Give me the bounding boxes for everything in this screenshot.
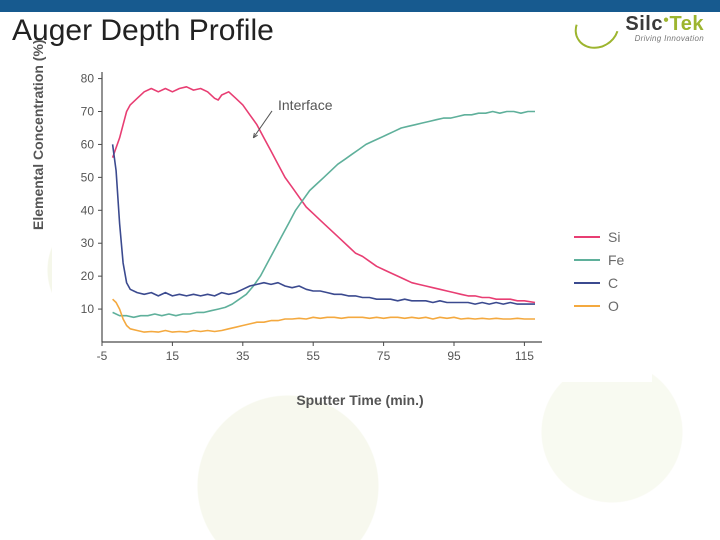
interface-annotation: Interface (278, 97, 332, 113)
svg-text:40: 40 (81, 203, 95, 217)
svg-text:-5: -5 (97, 349, 108, 363)
svg-text:10: 10 (81, 302, 95, 316)
legend-item-fe: Fe (574, 252, 644, 268)
svg-text:60: 60 (81, 137, 95, 151)
logo-prefix: Silc (625, 13, 663, 35)
svg-text:20: 20 (81, 269, 95, 283)
legend-swatch-icon (574, 236, 600, 238)
legend-item-o: O (574, 298, 644, 314)
logo-text: Silc●Tek (625, 13, 704, 36)
chart-area: 10 20 30 40 50 60 70 80 -5 15 35 55 75 95 115 Si Fe CO I… (52, 62, 652, 382)
logo-suffix: Tek (670, 13, 704, 35)
legend-label: O (608, 298, 619, 314)
svg-text:15: 15 (166, 349, 180, 363)
svg-text:70: 70 (81, 105, 95, 119)
svg-text:35: 35 (236, 349, 250, 363)
legend-swatch-icon (574, 282, 600, 284)
legend-item-si: Si (574, 229, 644, 245)
svg-text:80: 80 (81, 72, 95, 86)
legend-label: Si (608, 229, 620, 245)
svg-text:75: 75 (377, 349, 391, 363)
page-title: Auger Depth Profile (12, 14, 274, 48)
svg-text:55: 55 (307, 349, 321, 363)
legend-label: C (608, 275, 618, 291)
legend-item-c: C (574, 275, 644, 291)
logo-tagline: Driving Innovation (635, 34, 704, 43)
legend-swatch-icon (574, 305, 600, 307)
legend-swatch-icon (574, 259, 600, 261)
svg-text:95: 95 (447, 349, 461, 363)
svg-text:30: 30 (81, 236, 95, 250)
x-axis-label: Sputter Time (min.) (0, 392, 720, 408)
svg-text:115: 115 (515, 349, 534, 363)
brand-logo: Silc●Tek Driving Innovation (584, 6, 704, 50)
line-chart: 10 20 30 40 50 60 70 80 -5 15 35 55 75 95 115 (52, 62, 652, 382)
legend: Si Fe CO (574, 222, 644, 321)
legend-label: Fe (608, 252, 624, 268)
y-axis-label: Elemental Concentration (%) (30, 39, 46, 230)
svg-text:50: 50 (81, 170, 95, 184)
